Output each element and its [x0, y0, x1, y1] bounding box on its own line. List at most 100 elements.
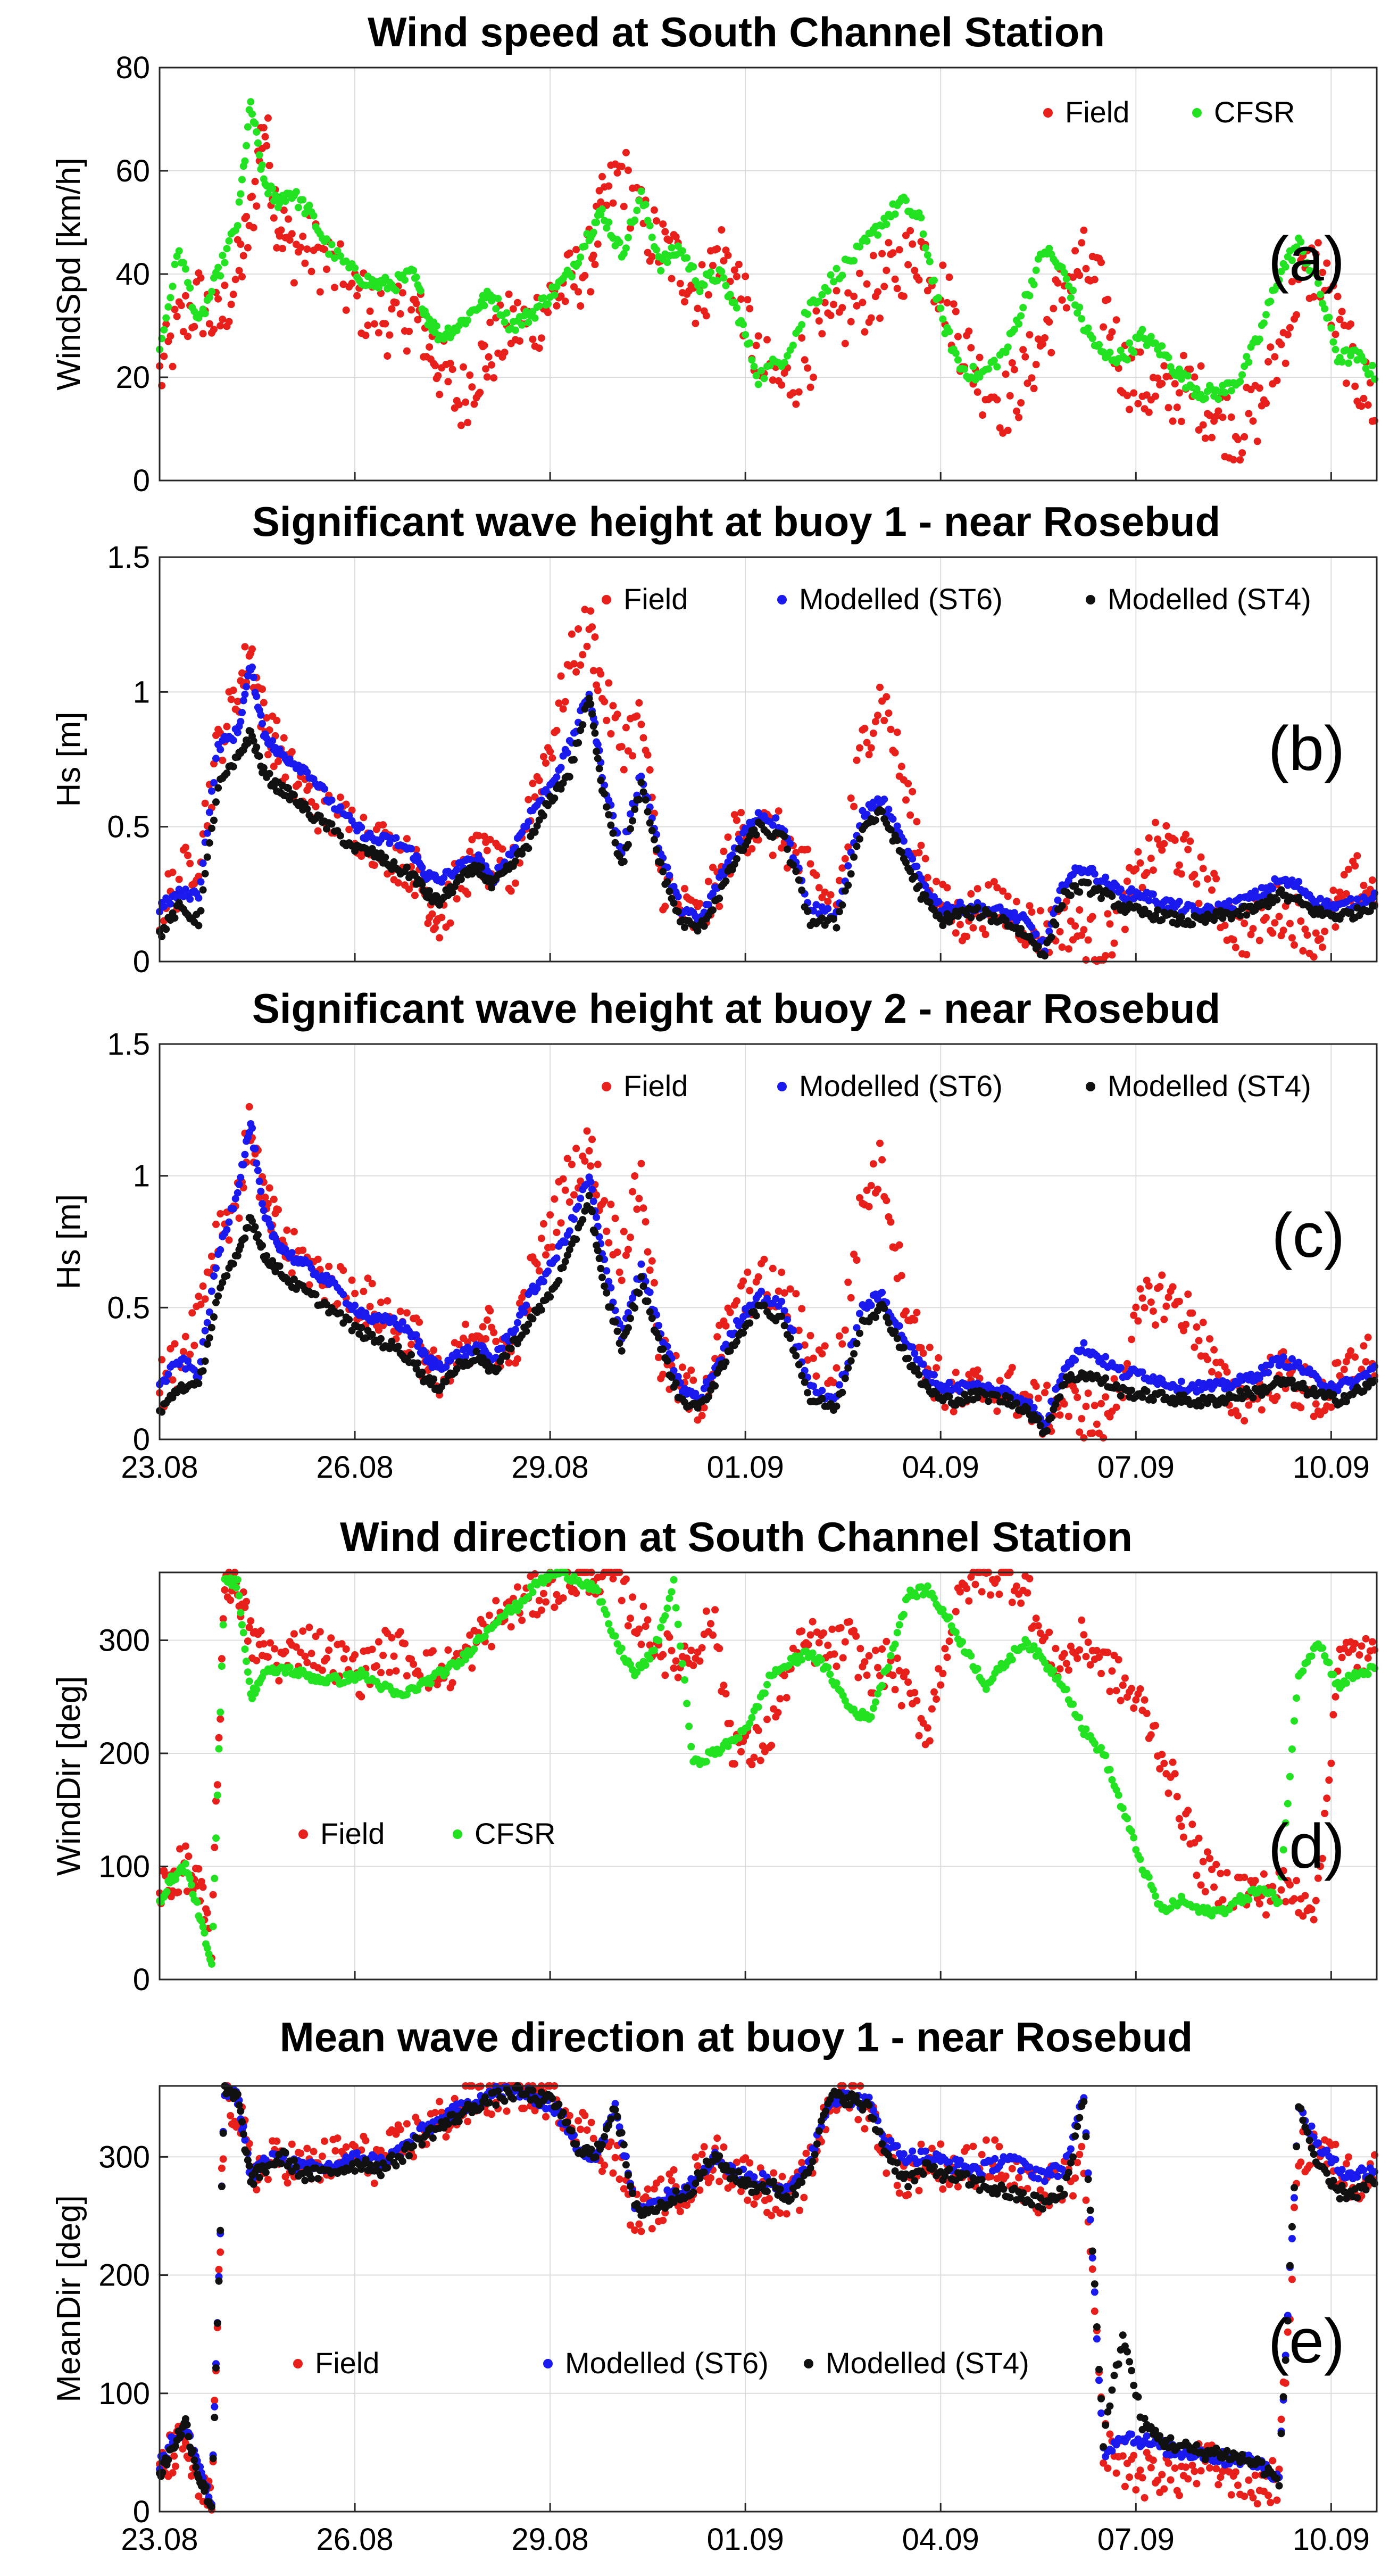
data-point — [581, 1157, 589, 1165]
data-point — [253, 128, 261, 136]
data-point — [601, 698, 609, 706]
data-point — [733, 1297, 740, 1305]
data-point — [468, 1664, 476, 1672]
data-point — [1310, 953, 1318, 961]
data-point — [597, 198, 605, 206]
data-point — [553, 726, 561, 734]
data-point — [265, 162, 273, 169]
data-point — [692, 319, 700, 327]
data-point — [804, 1389, 812, 1397]
data-point — [915, 1371, 923, 1379]
data-point — [681, 298, 688, 305]
data-point — [847, 1294, 855, 1302]
data-point — [653, 217, 660, 225]
data-point — [314, 827, 322, 835]
data-point — [954, 333, 962, 341]
data-point — [229, 1260, 237, 1268]
data-point — [446, 360, 454, 367]
data-point — [967, 914, 975, 922]
data-point — [1076, 271, 1084, 279]
data-point — [631, 1304, 639, 1312]
data-point — [366, 307, 374, 315]
data-point — [1340, 871, 1348, 879]
data-point — [735, 261, 743, 268]
data-point — [850, 293, 858, 300]
data-point — [1047, 933, 1055, 941]
data-point — [1026, 902, 1034, 910]
data-point — [537, 1606, 545, 1614]
data-point — [248, 110, 256, 118]
data-point — [243, 142, 251, 150]
data-point — [171, 305, 179, 313]
data-point — [730, 811, 738, 819]
data-point — [847, 870, 855, 878]
data-point — [339, 1290, 347, 1298]
data-point — [1171, 380, 1179, 388]
data-point — [902, 196, 910, 204]
data-point — [336, 793, 344, 801]
data-point — [902, 1307, 910, 1315]
data-point — [1227, 413, 1235, 421]
y-tick-label: 0 — [133, 463, 150, 498]
data-point — [184, 333, 192, 341]
data-point — [362, 332, 370, 339]
data-point — [186, 1351, 194, 1359]
data-point — [786, 1285, 794, 1293]
data-point — [1253, 437, 1261, 445]
legend-marker — [777, 1082, 787, 1091]
data-point — [267, 1223, 275, 1231]
data-point — [379, 1651, 387, 1659]
data-point — [207, 824, 215, 832]
data-point — [303, 1659, 311, 1667]
data-point — [207, 1253, 215, 1260]
data-point — [891, 275, 899, 283]
data-point — [160, 326, 168, 334]
data-point — [486, 319, 494, 326]
data-point — [620, 858, 628, 866]
data-point — [724, 251, 732, 259]
data-point — [722, 877, 730, 885]
data-point — [838, 1388, 846, 1396]
data-point — [919, 230, 927, 238]
data-point — [572, 1589, 580, 1597]
data-point — [321, 785, 328, 793]
data-point — [627, 224, 634, 232]
data-point — [1158, 379, 1166, 387]
data-point — [713, 245, 721, 253]
data-point — [214, 295, 222, 303]
data-point — [1143, 869, 1151, 876]
data-point — [509, 305, 517, 313]
data-point — [1193, 880, 1201, 888]
data-point — [539, 1589, 547, 1597]
data-point — [555, 1277, 563, 1285]
data-point — [259, 1200, 266, 1208]
data-point — [1255, 335, 1263, 343]
data-point — [609, 702, 617, 710]
data-point — [312, 1290, 320, 1298]
data-point — [1182, 831, 1190, 839]
data-point — [926, 1344, 934, 1352]
data-point — [381, 320, 389, 328]
data-point — [883, 1197, 891, 1205]
data-point — [1366, 370, 1374, 378]
data-point — [444, 324, 452, 332]
data-point — [498, 845, 506, 853]
data-point — [700, 281, 708, 289]
data-point — [1247, 931, 1255, 939]
data-point — [310, 212, 318, 220]
data-point — [299, 233, 307, 241]
data-point — [177, 302, 185, 310]
data-point — [1243, 911, 1251, 919]
data-point — [557, 1219, 565, 1227]
data-point — [478, 863, 485, 871]
data-point — [893, 1335, 901, 1343]
data-point — [511, 1326, 519, 1333]
data-point — [223, 245, 231, 253]
data-point — [379, 821, 387, 829]
data-point — [403, 1309, 411, 1317]
data-point — [205, 320, 213, 328]
data-point — [838, 1340, 846, 1348]
data-point — [203, 829, 211, 837]
data-point — [546, 748, 554, 756]
data-point — [386, 331, 394, 339]
